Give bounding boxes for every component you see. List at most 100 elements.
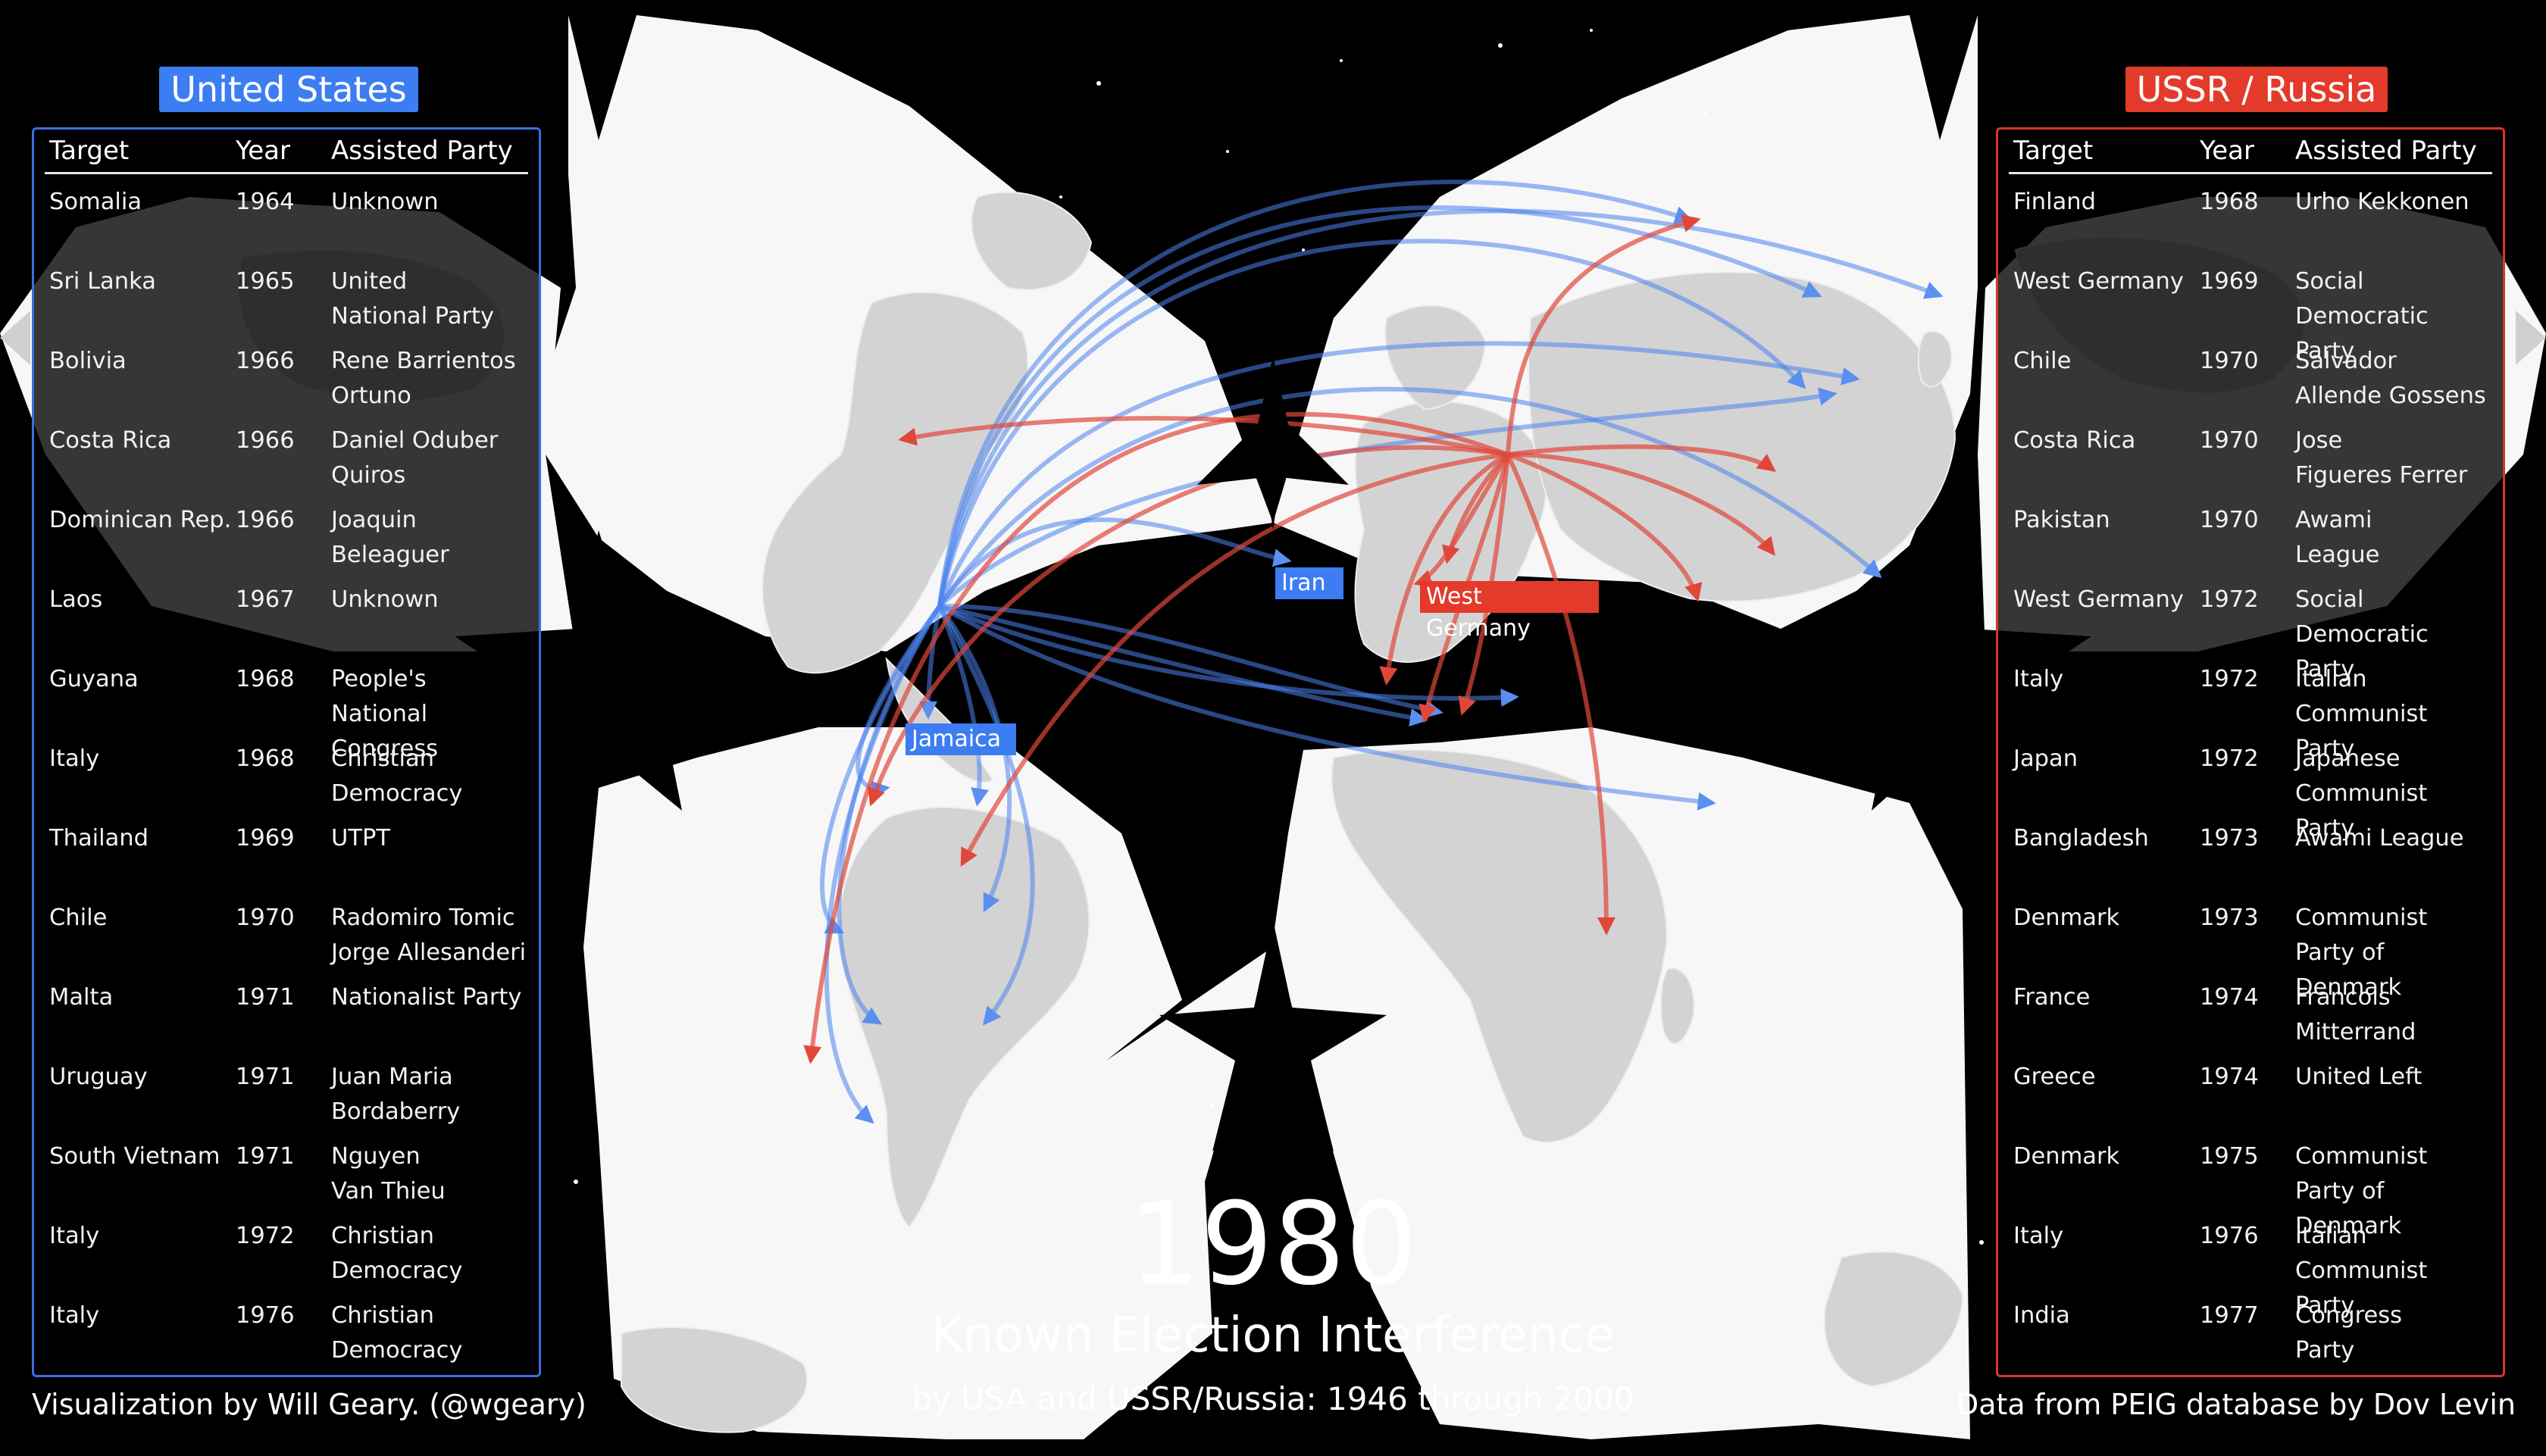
us-arc [938,604,1519,707]
row-assisted-party: Awami League [2295,507,2380,568]
row-target: Italy [49,1302,100,1329]
row-target: Uruguay [49,1064,148,1090]
left-arrow-icon[interactable] [0,311,30,365]
header-year: Year [2200,136,2254,166]
land-scandinavia [1384,305,1487,411]
ussr-arc [898,416,1509,457]
header-target: Target [49,136,130,166]
row-assisted-party: Congress Party [2295,1302,2403,1364]
ussr-arc [1506,214,1701,455]
ussr-arc [1507,452,1776,556]
row-year: 1970 [236,905,295,931]
row-year: 1972 [2200,666,2259,692]
map-label-jamaica: Jamaica [905,723,1016,755]
table-row: Guyana 1968 People's National Congress [45,662,528,762]
row-year: 1969 [2200,268,2259,295]
ussr-panel-badge: USSR / Russia [2125,67,2388,112]
us-table-body: Somalia 1964 Unknown Sri Lanka 1965 United Na… [45,185,528,1378]
table-row: Somalia 1964 Unknown [45,185,528,264]
row-year: 1974 [2200,1064,2259,1090]
right-arrow-icon[interactable] [2516,311,2546,365]
row-target: Bolivia [49,348,127,374]
row-year: 1972 [2200,586,2259,613]
row-assisted-party: Italian Communist Party [2295,666,2428,762]
us-arc [939,604,1428,726]
row-year: 1972 [236,1223,295,1249]
us-arc [938,604,1716,811]
land-antarctica-fragment [621,1326,809,1433]
row-target: France [2013,984,2091,1011]
star-cutout-top [1197,356,1349,530]
table-row: Costa Rica 1966 Daniel Oduber Quiros [45,423,528,503]
row-assisted-party: Urho Kekkonen [2295,189,2469,215]
row-assisted-party: Nationalist Party [331,984,522,1011]
us-interference-arcs [820,180,1944,1124]
header-year: Year [236,136,290,166]
row-year: 1972 [2200,745,2259,772]
row-year: 1971 [236,1143,295,1170]
row-year: 1966 [236,507,295,533]
header-assisted-party: Assisted Party [2295,136,2477,166]
row-year: 1975 [2200,1143,2259,1170]
row-target: Somalia [49,189,142,215]
us-table-header: Target Year Assisted Party [45,130,528,174]
row-year: 1971 [236,1064,295,1090]
map-label-iran: Iran [1275,567,1343,599]
row-assisted-party: Christian Democracy [331,745,463,807]
table-row: West Germany 1972 Social Democratic Party [2009,583,2492,683]
row-year: 1968 [236,666,295,692]
ussr-arc [803,411,1509,1064]
row-target: Italy [2013,1223,2064,1249]
row-target: Japan [2013,745,2078,772]
ussr-interference-table: Target Year Assisted Party Finland 1968 Ur… [1996,127,2505,1377]
land-africa [1331,749,1669,1143]
ussr-arc [1413,453,1510,588]
table-row: Denmark 1973 Communist Party of Denmark [2009,901,2492,1001]
table-row: West Germany 1969 Social Democratic Party [2009,264,2492,364]
row-target: Costa Rica [2013,427,2136,454]
row-assisted-party: Salvador Allende Gossens [2295,348,2486,409]
star-cutout-right [1796,530,2091,811]
row-year: 1965 [236,268,295,295]
row-year: 1966 [236,427,295,454]
table-row: Italy 1972 Christian Democracy [45,1219,528,1298]
table-row: Pakistan 1970 Awami League [2009,503,2492,583]
row-target: Denmark [2013,905,2120,931]
table-row: Finland 1968 Urho Kekkonen [2009,185,2492,264]
us-arc [919,605,942,720]
row-assisted-party: United National Party [331,268,495,330]
table-row: South Vietnam 1971 Nguyen Van Thieu [45,1139,528,1219]
row-assisted-party: Christian Democracy [331,1223,463,1284]
row-assisted-party: Italian Communist Party [2295,1223,2428,1319]
row-target: West Germany [2013,586,2184,613]
ussr-interference-arcs [803,214,1776,1064]
us-arc [937,605,1012,913]
ussr-arc [1506,452,1703,602]
row-target: Chile [2013,348,2072,374]
us-interference-table: Target Year Assisted Party Somalia 1964 Un… [32,127,541,1377]
header-target: Target [2013,136,2094,166]
us-arc [937,239,1806,607]
table-row: Bangladesh 1973 Awami League [2009,821,2492,901]
row-assisted-party: Social Democratic Party [2295,268,2429,364]
table-row: Costa Rica 1970 Jose Figueres Ferrer [2009,423,2492,503]
land-north-america [762,291,1029,674]
star-cutout-center [1159,920,1387,1151]
row-year: 1964 [236,189,295,215]
us-arc [937,180,1694,607]
row-year: 1966 [236,348,295,374]
land-japan [1917,330,1953,388]
header-assisted-party: Assisted Party [331,136,513,166]
us-arc [937,386,1882,608]
row-target: Guyana [49,666,139,692]
row-assisted-party: Unknown [331,586,439,613]
row-year: 1976 [236,1302,295,1329]
table-row: Dominican Rep. 1966 Joaquin Beleaguer [45,503,528,583]
row-target: India [2013,1302,2070,1329]
row-year: 1976 [2200,1223,2259,1249]
projection-star-cutouts [455,356,2091,1151]
row-assisted-party: Communist Party of Denmark [2295,1143,2428,1239]
row-target: Denmark [2013,1143,2120,1170]
starfield [574,29,1984,1245]
row-assisted-party: Rene Barrientos Ortuno [331,348,516,409]
